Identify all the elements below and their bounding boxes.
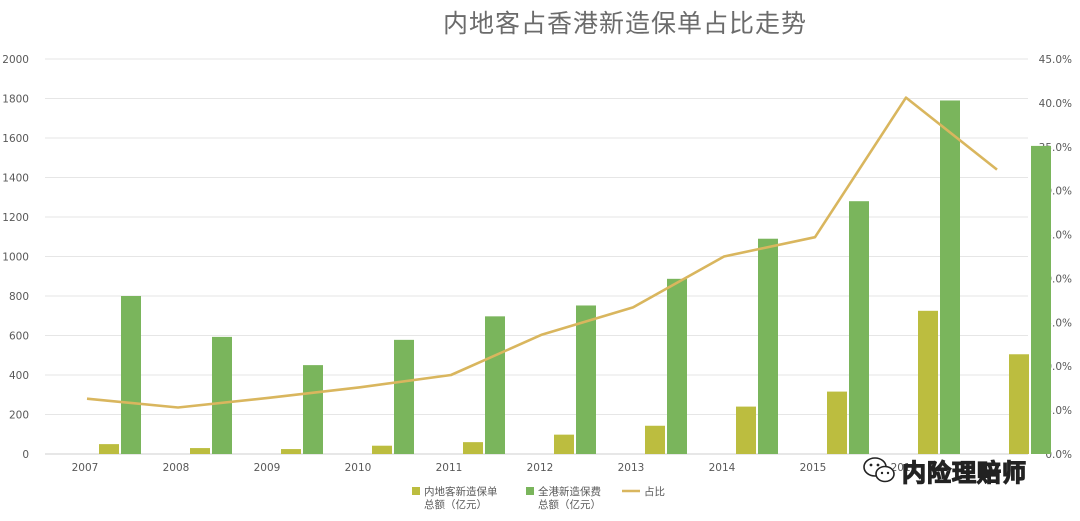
bar-total bbox=[485, 316, 505, 454]
x-axis-tick-label: 2012 bbox=[527, 462, 554, 474]
legend-label: 全港新造保费 bbox=[538, 485, 601, 498]
bar-mainland bbox=[190, 448, 210, 454]
legend-swatch bbox=[526, 487, 534, 495]
left-axis-tick-label: 800 bbox=[9, 291, 29, 303]
legend-label: 内地客新造保单 bbox=[424, 485, 498, 498]
bar-mainland bbox=[736, 406, 756, 454]
legend-label: 占比 bbox=[644, 485, 665, 498]
bar-total bbox=[303, 365, 323, 454]
chart-title: 内地客占香港新造保单占比走势 bbox=[442, 9, 807, 38]
bar-total bbox=[940, 100, 960, 454]
right-axis-tick-label: 0.0% bbox=[1045, 449, 1072, 461]
left-axis-tick-label: 1600 bbox=[2, 133, 29, 145]
x-axis-tick-label: 2013 bbox=[618, 462, 645, 474]
bar-total bbox=[121, 296, 141, 454]
x-axis-tick-label: 2015 bbox=[800, 462, 827, 474]
left-axis-tick-label: 1000 bbox=[2, 252, 29, 264]
bar-total bbox=[758, 238, 778, 454]
left-axis-tick-label: 1400 bbox=[2, 173, 29, 185]
legend-label: 总额（亿元） bbox=[424, 498, 487, 511]
line-share bbox=[86, 96, 998, 409]
x-axis-tick-label: 2011 bbox=[436, 462, 463, 474]
bar-total bbox=[576, 305, 596, 454]
wechat-icon bbox=[863, 457, 895, 483]
x-axis-tick-label: 2007 bbox=[72, 462, 99, 474]
right-axis-tick-label: 45.0% bbox=[1039, 54, 1072, 66]
bar-mainland bbox=[372, 445, 392, 454]
bar-series bbox=[99, 100, 1051, 454]
x-axis-tick-label: 2010 bbox=[345, 462, 372, 474]
x-axis-tick-label: 2008 bbox=[163, 462, 190, 474]
left-axis-tick-label: 1800 bbox=[2, 94, 29, 106]
bar-total bbox=[394, 339, 414, 454]
bar-total bbox=[1031, 145, 1051, 454]
bar-mainland bbox=[554, 434, 574, 454]
watermark: 内险理赔师 bbox=[862, 454, 1027, 487]
grid-lines bbox=[45, 58, 1028, 455]
x-axis-tick-label: 2016 bbox=[891, 462, 918, 474]
left-axis-tick-label: 0 bbox=[22, 449, 29, 461]
line-series bbox=[86, 96, 998, 409]
bar-mainland bbox=[827, 391, 847, 454]
bar-mainland bbox=[99, 444, 119, 454]
left-axis-tick-label: 200 bbox=[9, 410, 29, 422]
bar-mainland bbox=[281, 449, 301, 454]
left-axis-tick-label: 600 bbox=[9, 331, 29, 343]
left-axis: 0 200 400 600 800 1000 1200 1400 1600 1800 2000 bbox=[2, 54, 29, 461]
x-axis: 2007 2008 2009 2010 2011 2012 2013 2014 2015 2016 bbox=[72, 462, 918, 474]
bar-total bbox=[667, 278, 687, 454]
left-axis-tick-label: 400 bbox=[9, 370, 29, 382]
watermark-text: 内险理赔师 bbox=[901, 458, 1027, 487]
x-axis-tick-label: 2009 bbox=[254, 462, 281, 474]
legend-label: 总额（亿元） bbox=[538, 498, 601, 511]
right-axis-tick-label: 5.0% bbox=[1045, 405, 1072, 417]
right-axis-tick-label: 40.0% bbox=[1039, 98, 1072, 110]
left-axis-tick-label: 2000 bbox=[2, 54, 29, 66]
bar-total bbox=[212, 336, 232, 454]
bar-mainland bbox=[1009, 354, 1029, 454]
bar-mainland bbox=[645, 425, 665, 454]
bar-mainland bbox=[463, 442, 483, 454]
bar-mainland bbox=[918, 310, 938, 454]
left-axis-tick-label: 1200 bbox=[2, 212, 29, 224]
x-axis-tick-label: 2014 bbox=[709, 462, 736, 474]
bar-total bbox=[849, 201, 869, 454]
legend-swatch bbox=[412, 487, 420, 495]
